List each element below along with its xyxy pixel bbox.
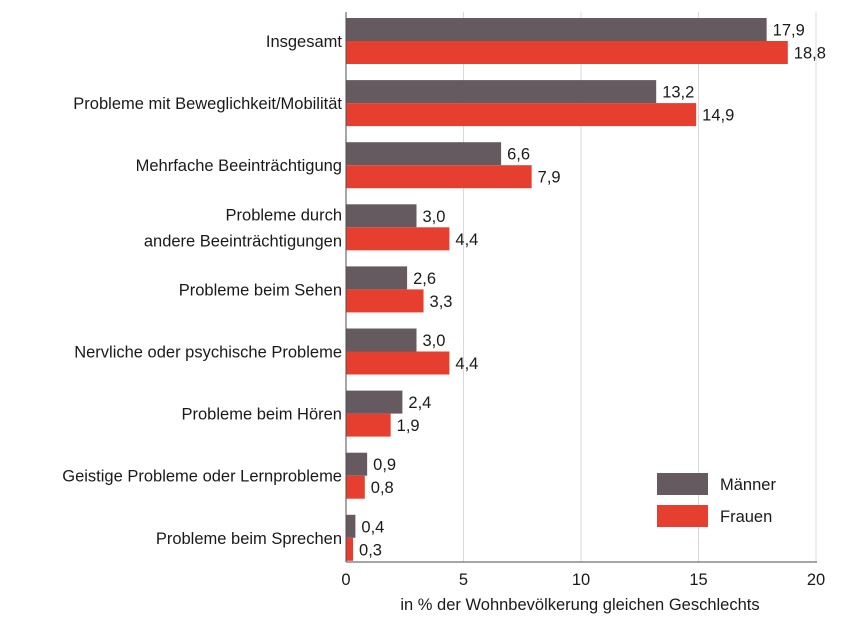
data-label: 18,8 xyxy=(794,45,826,63)
x-axis-title: in % der Wohnbevölkerung gleichen Geschl… xyxy=(400,596,759,614)
bar-maenner xyxy=(346,452,368,476)
legend-label: Männer xyxy=(720,476,776,494)
data-label: 4,4 xyxy=(455,231,478,249)
data-label: 6,6 xyxy=(507,146,530,164)
data-label: 0,8 xyxy=(371,479,394,497)
category-label: Insgesamt xyxy=(266,33,343,51)
x-tick-label: 10 xyxy=(572,571,590,589)
category-label: andere Beeinträchtigungen xyxy=(144,232,342,250)
bar-maenner xyxy=(346,514,356,538)
category-label: Probleme beim Hören xyxy=(182,406,343,424)
x-tick-label: 15 xyxy=(689,571,707,589)
category-label: Probleme mit Beweglichkeit/Mobilität xyxy=(73,95,342,113)
bar-frauen xyxy=(346,289,424,313)
category-label: Probleme beim Sprechen xyxy=(156,530,342,548)
data-label: 3,0 xyxy=(423,332,446,350)
data-label: 13,2 xyxy=(662,84,694,102)
x-tick-label: 20 xyxy=(807,571,825,589)
legend-label: Frauen xyxy=(720,508,772,526)
bar-frauen xyxy=(346,475,365,499)
data-label: 17,9 xyxy=(773,22,805,40)
bar-maenner xyxy=(346,142,502,166)
data-label: 4,4 xyxy=(455,355,478,373)
bar-frauen xyxy=(346,227,450,251)
category-label: Mehrfache Beeinträchtigung xyxy=(136,157,342,175)
bar-maenner xyxy=(346,328,417,352)
bar-frauen xyxy=(346,103,697,127)
bar-frauen xyxy=(346,537,354,561)
bars xyxy=(346,18,788,561)
data-label: 2,6 xyxy=(413,270,436,288)
bar-frauen xyxy=(346,413,391,437)
data-label: 1,9 xyxy=(397,417,420,435)
category-label: Geistige Probleme oder Lernprobleme xyxy=(62,468,342,486)
bar-maenner xyxy=(346,18,767,41)
category-label: Probleme durch xyxy=(226,206,342,224)
bar-frauen xyxy=(346,351,450,375)
category-label: Probleme beim Sehen xyxy=(179,281,342,299)
bar-frauen xyxy=(346,165,532,189)
data-label: 14,9 xyxy=(702,107,734,125)
data-label: 0,4 xyxy=(361,518,384,536)
data-label: 3,3 xyxy=(430,293,453,311)
bar-frauen xyxy=(346,41,788,64)
data-label: 2,4 xyxy=(408,394,431,412)
axes xyxy=(345,12,817,563)
category-label: Nervliche oder psychische Probleme xyxy=(74,344,342,362)
legend-swatch xyxy=(657,473,708,495)
bar-maenner xyxy=(346,80,657,104)
bar-maenner xyxy=(346,204,417,228)
bar-maenner xyxy=(346,266,408,290)
legend-swatch xyxy=(657,505,708,527)
x-tick-label: 5 xyxy=(459,571,468,589)
x-tick-label: 0 xyxy=(341,571,350,589)
labels: 0 5 10 15 20 17,9 18,8 Insgesamt 13,2 14,9 Problem… xyxy=(62,22,826,590)
data-label: 0,3 xyxy=(359,541,382,559)
data-label: 0,9 xyxy=(373,456,396,474)
bar-maenner xyxy=(346,390,403,414)
legend: Männer Frauen xyxy=(657,473,776,527)
data-label: 3,0 xyxy=(423,208,446,226)
data-label: 7,9 xyxy=(538,169,561,187)
